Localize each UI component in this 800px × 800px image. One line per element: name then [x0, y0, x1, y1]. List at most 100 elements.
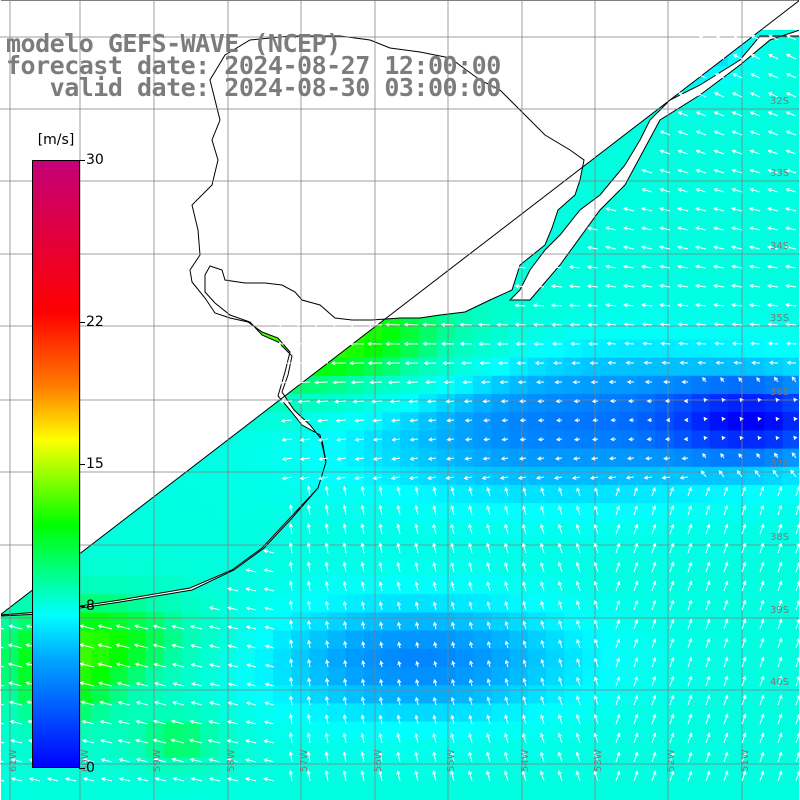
wind-speed-cell [309, 539, 329, 559]
wind-speed-cell [400, 485, 420, 504]
wind-speed-cell [273, 703, 292, 723]
wind-speed-cell [782, 48, 800, 67]
wind-speed-cell [163, 630, 183, 650]
wind-speed-cell [764, 303, 784, 322]
wind-arrow [482, 399, 491, 404]
wind-arrow [450, 696, 455, 706]
wind-arrow [118, 758, 131, 763]
wind-arrow [378, 485, 383, 497]
wind-arrow [227, 644, 239, 649]
wind-arrow [695, 303, 707, 308]
wind-arrow [664, 436, 671, 442]
wind-arrow [705, 751, 711, 763]
wind-speed-cell [546, 630, 565, 650]
wind-arrow [551, 341, 563, 347]
wind-speed-cell [91, 721, 110, 741]
wind-speed-cell [600, 703, 620, 723]
wind-arrow [677, 111, 689, 117]
wind-speed-cell [254, 412, 274, 431]
wind-arrow [615, 713, 621, 725]
wind-arrow [324, 561, 329, 573]
colorbar-unit: [m/s] [37, 132, 75, 148]
wind-arrow [397, 660, 402, 668]
wind-arrow [343, 678, 348, 687]
wind-speed-cell [782, 430, 800, 450]
wind-arrow [640, 264, 653, 269]
wind-arrow [757, 416, 762, 422]
wind-arrow [396, 732, 401, 744]
wind-speed-cell [309, 648, 329, 668]
wind-speed-cell [163, 539, 183, 559]
wind-speed-cell [582, 175, 602, 195]
wind-speed-cell [782, 503, 800, 522]
wind-arrow [153, 662, 167, 668]
wind-speed-cell [109, 685, 128, 704]
wind-arrow [622, 245, 635, 250]
wind-arrow [687, 580, 693, 592]
wind-arrow [451, 621, 456, 630]
wind-arrow [731, 92, 743, 98]
wind-speed-cell [600, 412, 620, 431]
wind-speed-cell [127, 521, 147, 541]
wind-arrow [468, 601, 473, 611]
wind-arrow [622, 264, 635, 269]
wind-arrow [317, 437, 329, 442]
latitude-label: 32S [770, 96, 789, 107]
wind-arrow [515, 341, 527, 347]
wind-speed-cell [182, 485, 201, 504]
wind-arrow [749, 303, 761, 308]
wind-arrow [759, 732, 765, 744]
wind-arrow [539, 542, 545, 554]
wind-speed-cell [509, 594, 529, 613]
wind-arrow [318, 456, 329, 462]
wind-speed-cell [72, 776, 92, 795]
wind-arrow [721, 416, 726, 422]
wind-arrow [659, 207, 671, 212]
wind-speed-cell [491, 412, 511, 431]
wind-arrow [171, 624, 185, 630]
wind-arrow [414, 601, 419, 611]
wind-speed-cell [127, 739, 147, 759]
wind-speed-cell [418, 375, 438, 395]
wind-arrow [0, 722, 5, 725]
wind-speed-cell [491, 303, 511, 322]
wind-speed-cell [564, 466, 583, 486]
wind-speed-cell [637, 248, 656, 268]
wind-speed-cell [364, 521, 383, 541]
wind-speed-cell [618, 357, 638, 377]
wind-speed-cell [782, 357, 800, 377]
colorbar-tick-label: 15 [86, 456, 104, 472]
wind-speed-cell [345, 703, 365, 723]
wind-arrow [663, 379, 670, 385]
wind-speed-cell [655, 139, 674, 158]
wind-speed-cell [600, 357, 620, 377]
wind-speed-cell [746, 84, 765, 104]
wind-arrow [324, 504, 329, 516]
wind-arrow [738, 453, 743, 459]
wind-arrow [483, 437, 491, 442]
wind-arrow [739, 416, 744, 422]
wind-arrow [360, 601, 365, 611]
wind-arrow [539, 732, 545, 744]
wind-arrow [342, 696, 348, 706]
wind-speed-cell [546, 412, 565, 431]
wind-arrow [623, 303, 635, 308]
wind-speed-cell [637, 667, 656, 686]
wind-arrow [767, 303, 779, 308]
wind-arrow [433, 621, 438, 630]
wind-arrow [306, 485, 311, 497]
wind-speed-cell [582, 776, 602, 795]
wind-speed-cell [564, 303, 583, 322]
wind-speed-cell [382, 539, 401, 559]
wind-speed-cell [764, 539, 784, 559]
wind-arrow [759, 542, 765, 554]
wind-arrow [450, 732, 455, 744]
wind-speed-cell [582, 503, 602, 522]
wind-arrow [486, 678, 491, 687]
wind-speed-cell [746, 648, 765, 668]
wind-speed-cell [691, 667, 711, 686]
wind-arrow [532, 284, 545, 289]
wind-speed-cell [109, 667, 128, 686]
wind-arrow [409, 418, 419, 423]
wind-speed-cell [746, 321, 765, 340]
